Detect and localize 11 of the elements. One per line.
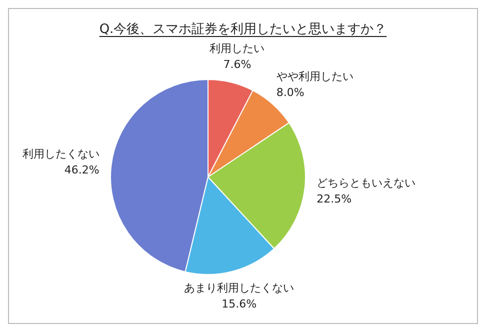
data-label: 15.6% xyxy=(222,297,257,310)
slice-label: どちらともいえない xyxy=(316,176,416,190)
slice-label: やや利用したい xyxy=(276,70,354,83)
data-label: 7.6% xyxy=(223,58,252,71)
data-label: 22.5% xyxy=(316,192,352,206)
slice-label: 利用したい xyxy=(210,42,265,55)
data-label: 46.2% xyxy=(64,163,100,176)
data-label: 8.0% xyxy=(276,86,304,99)
slice-label: あまり利用したくない xyxy=(184,281,294,294)
slice-label: 利用したくない xyxy=(22,147,100,160)
chart-title: Q.今後、スマホ証券を利用したいと思いますか？ xyxy=(99,22,387,37)
